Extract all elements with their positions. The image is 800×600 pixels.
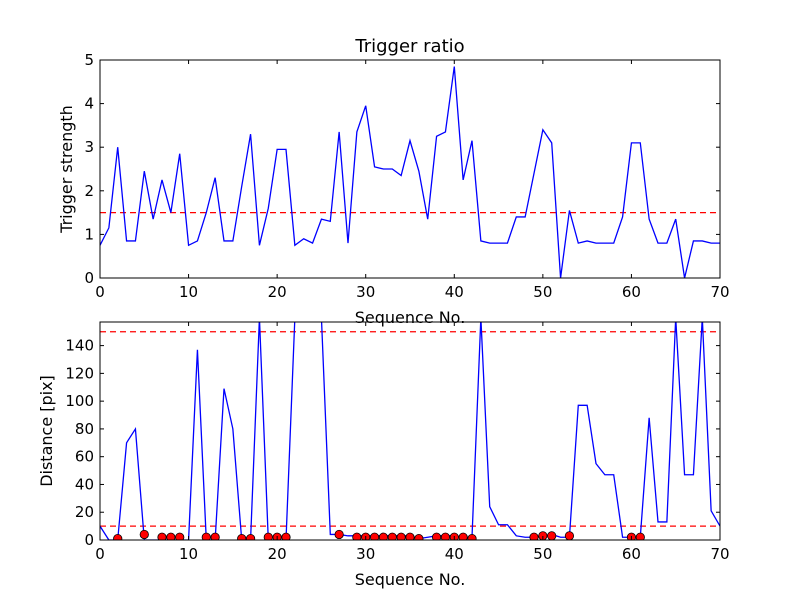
bottom-chart-ytick-label: 20 [75,503,94,521]
top-chart-xtick-label: 40 [445,283,464,301]
bottom-chart-ytick-label: 40 [75,475,94,493]
bottom-chart-marker-point [635,532,645,540]
bottom-chart-marker-point [263,532,273,540]
top-chart-ytick-label: 0 [84,269,94,287]
bottom-chart-marker-point [529,532,539,540]
top-chart-xtick-label: 20 [268,283,287,301]
bottom-chart-marker-point [405,532,415,540]
top-chart-title: Trigger ratio [354,36,464,57]
top-chart-series-line [100,66,720,278]
top-plot-area: 0 10 20 30 40 50 60 70 0 1 2 3 4 5 [84,51,729,301]
bottom-chart-xtick-label: 50 [533,545,552,563]
bottom-chart-marker-point [378,532,389,540]
bottom-chart-ytick-label: 80 [75,420,94,438]
top-chart-ytick-label: 3 [84,138,94,156]
bottom-chart-ytick-label: 100 [65,392,94,410]
bottom-chart-xtick-label: 0 [95,545,105,563]
bottom-chart-marker-point [175,532,185,540]
bottom-chart-marker-point [467,534,477,540]
bottom-chart-marker-point [334,529,344,540]
bottom-chart-marker-point [431,532,442,540]
bottom-chart-marker-point [352,532,362,540]
bottom-chart-xlabel: Sequence No. [355,570,466,589]
bottom-chart-marker-point [387,532,397,540]
bottom-chart-marker-point [538,531,548,540]
bottom-chart-marker-point [139,529,149,540]
bottom-chart-ytick-label: 0 [84,531,94,549]
top-chart-marks [100,66,720,278]
bottom-chart-xtick-label: 30 [356,545,375,563]
bottom-chart-axes-frame [99,321,721,541]
bottom-plot-area: 0 10 20 30 40 50 60 70 0 20 40 60 80 100 120 140 [65,321,730,563]
top-chart-xtick-label: 50 [533,283,552,301]
top-chart-ytick-label: 4 [84,95,94,113]
bottom-chart-ytick-label: 140 [65,337,94,355]
bottom-chart-ytick-label: 60 [75,448,94,466]
bottom-chart-marker-point [237,534,247,540]
bottom-chart-marker-point [414,534,424,540]
bottom-chart-marker-point [157,532,167,540]
bottom-chart-marker-point [201,532,211,540]
top-chart-ylabel: Trigger strength [57,105,76,234]
bottom-chart-ytick-label: 120 [65,364,94,382]
bottom-chart-marker-point [113,534,123,540]
bottom-chart-marker-point [440,532,451,540]
bottom-chart-xtick-label: 60 [622,545,641,563]
bottom-chart-xtick-label: 20 [268,545,287,563]
bottom-chart-marker-point [458,532,468,540]
top-chart-xtick-label: 0 [95,283,105,301]
bottom-chart-marker-point [396,532,406,540]
top-chart-xtick-label: 60 [622,283,641,301]
top-chart-xtick-label: 30 [356,283,375,301]
bottom-chart-ylabel: Distance [pix] [37,375,56,487]
bottom-chart-marks [100,322,720,540]
top-chart-axes-frame [99,59,721,279]
top-chart-xtick-label: 70 [710,283,729,301]
bottom-chart-marker-point [245,534,256,540]
bottom-chart-marker-point [369,532,380,540]
bottom-chart-xtick-label: 70 [710,545,729,563]
bottom-chart-xtick-label: 10 [179,545,198,563]
top-chart-xlabel: Sequence No. [355,308,466,327]
bottom-chart-marker-point [166,532,176,540]
bottom-chart-marker-point [564,531,575,540]
top-chart-xtick-label: 10 [179,283,198,301]
top-chart-ytick-label: 2 [84,182,94,200]
bottom-chart-marker-point [281,532,291,540]
bottom-chart-marker-point [547,531,557,540]
top-chart-ytick-label: 5 [84,51,94,69]
bottom-chart-marker-point [210,532,220,540]
top-chart-ytick-label: 1 [84,225,94,243]
bottom-chart-xtick-label: 40 [445,545,464,563]
